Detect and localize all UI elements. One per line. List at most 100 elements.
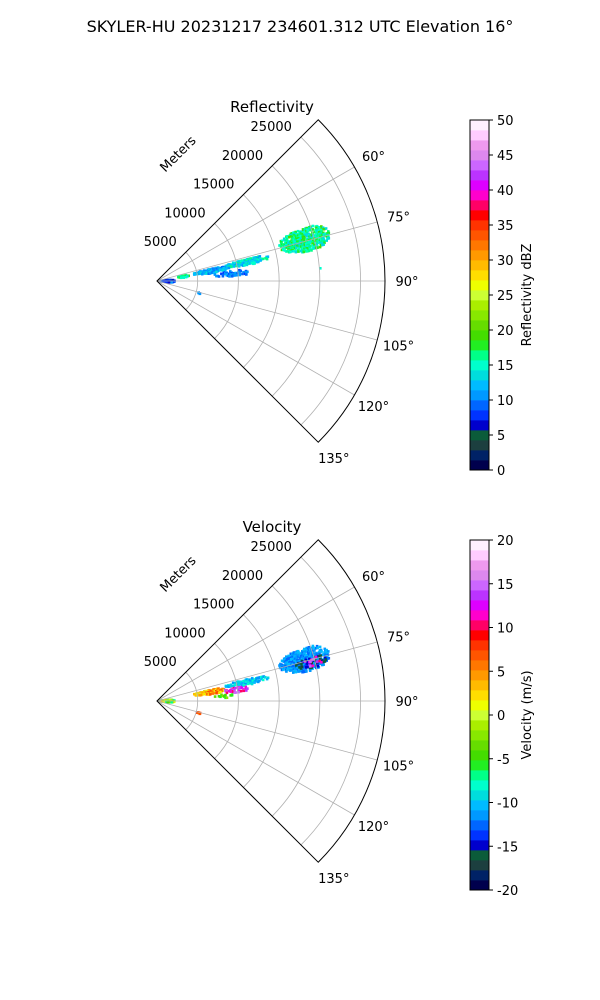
colorbar-swatch <box>470 580 489 591</box>
colorbar-swatch <box>470 810 489 821</box>
colorbar-tick-label: 45 <box>497 149 514 164</box>
colorbar-swatch <box>470 600 489 611</box>
colorbar-swatch <box>470 870 489 881</box>
colorbar-tick-label: 50 <box>497 114 514 129</box>
polar-grid <box>156 556 385 846</box>
azimuth-tick-label: 75° <box>387 210 410 225</box>
colorbar-tick-label: 25 <box>497 289 514 304</box>
colorbar-swatch <box>470 540 489 551</box>
echo-region <box>197 291 202 296</box>
sector-frame <box>156 539 386 863</box>
echo-region <box>192 265 231 276</box>
colorbar-swatch <box>470 240 489 251</box>
azimuth-line <box>156 221 378 282</box>
azimuth-tick-label: 135° <box>318 872 349 887</box>
colorbar-tick-label: 5 <box>497 665 505 680</box>
colorbar-swatch <box>470 190 489 201</box>
colorbar-swatch <box>470 120 489 131</box>
colorbar-swatch <box>470 420 489 431</box>
colorbar-tick-label: 20 <box>497 534 514 549</box>
reflectivity-panel: Reflectivity60°75°90°105°120°135°5000100… <box>144 98 535 479</box>
colorbar-tick-label: -20 <box>497 884 518 899</box>
azimuth-line <box>156 280 378 341</box>
azimuth-line <box>156 700 378 761</box>
colorbar-swatch <box>470 350 489 361</box>
colorbar-swatch <box>470 270 489 281</box>
radial-axis-label: Meters <box>158 553 200 595</box>
echo-region <box>319 267 322 270</box>
colorbar-swatch <box>470 390 489 401</box>
azimuth-line <box>156 586 355 702</box>
colorbar-swatch <box>470 310 489 321</box>
colorbar-swatch <box>470 150 489 161</box>
azimuth-line <box>156 700 355 816</box>
azimuth-line <box>156 166 355 282</box>
azimuth-tick-label: 90° <box>395 275 418 290</box>
colorbar-swatch <box>470 760 489 771</box>
colorbar-label: Reflectivity dBZ <box>520 244 535 347</box>
azimuth-tick-label: 105° <box>383 340 414 355</box>
colorbar-tick-label: 10 <box>497 394 514 409</box>
range-tick-label: 20000 <box>222 149 263 164</box>
echo-region <box>224 255 270 269</box>
colorbar-tick-label: 35 <box>497 219 514 234</box>
colorbar-swatch <box>470 140 489 151</box>
echo-region <box>224 675 270 689</box>
colorbar-swatch <box>470 260 489 271</box>
colorbar-tick-label: 10 <box>497 622 514 637</box>
colorbar-swatch <box>470 400 489 411</box>
azimuth-line <box>156 280 355 396</box>
colorbar-tick-label: 0 <box>497 464 505 479</box>
colorbar-swatch <box>470 690 489 701</box>
colorbar-swatch <box>470 850 489 861</box>
colorbar-swatch <box>470 830 489 841</box>
colorbar-swatch <box>470 250 489 261</box>
colorbar-swatch <box>470 750 489 761</box>
colorbar-swatch <box>470 680 489 691</box>
range-tick-label: 15000 <box>193 598 234 613</box>
colorbar-swatch <box>470 820 489 831</box>
colorbar-swatch <box>470 700 489 711</box>
colorbar-swatch <box>470 790 489 801</box>
azimuth-tick-label: 105° <box>383 760 414 775</box>
azimuth-tick-label: 135° <box>318 452 349 467</box>
azimuth-tick-label: 90° <box>395 695 418 710</box>
colorbar-swatch <box>470 170 489 181</box>
radial-axis-label: Meters <box>158 133 200 175</box>
range-tick-label: 25000 <box>251 540 292 555</box>
echo-region <box>213 693 234 700</box>
colorbar-swatch <box>470 860 489 871</box>
colorbar-tick-label: -5 <box>497 753 510 768</box>
colorbar-swatch <box>470 630 489 641</box>
range-tick-label: 25000 <box>251 120 292 135</box>
polar-grid <box>156 136 385 426</box>
azimuth-tick-label: 120° <box>358 820 389 835</box>
echo-field <box>158 644 331 716</box>
colorbar-swatch <box>470 650 489 661</box>
range-tick-label: 20000 <box>222 569 263 584</box>
colorbar-swatch <box>470 410 489 421</box>
colorbar-swatch <box>470 570 489 581</box>
colorbar-swatch <box>470 430 489 441</box>
colorbar: -20 -15 -10 -5 0 5 10 15 20 Velocity (m/s) <box>469 534 535 899</box>
colorbar-swatch <box>470 220 489 231</box>
panel-title: Velocity <box>243 518 302 536</box>
colorbar-tick-label: -10 <box>497 797 518 812</box>
colorbar-swatch <box>470 300 489 311</box>
colorbar-swatch <box>470 590 489 601</box>
colorbar: 0 5 10 15 20 25 30 35 40 45 50 Reflectivity dBZ <box>469 114 535 479</box>
colorbar-tick-label: 30 <box>497 254 514 269</box>
colorbar-swatch <box>470 290 489 301</box>
echo-region <box>278 224 331 254</box>
panel-title: Reflectivity <box>230 98 314 116</box>
range-tick-label: 10000 <box>164 626 205 641</box>
colorbar-swatch <box>470 670 489 681</box>
colorbar-swatch <box>470 200 489 211</box>
azimuth-tick-label: 120° <box>358 400 389 415</box>
azimuth-tick-label: 60° <box>362 570 385 585</box>
velocity-panel: Velocity 60° 75° 90° 105° 120° 135° 5000 10000 15… <box>144 518 535 899</box>
colorbar-tick-label: 5 <box>497 429 505 444</box>
colorbar-swatch <box>470 710 489 721</box>
sector-frame <box>156 119 386 443</box>
